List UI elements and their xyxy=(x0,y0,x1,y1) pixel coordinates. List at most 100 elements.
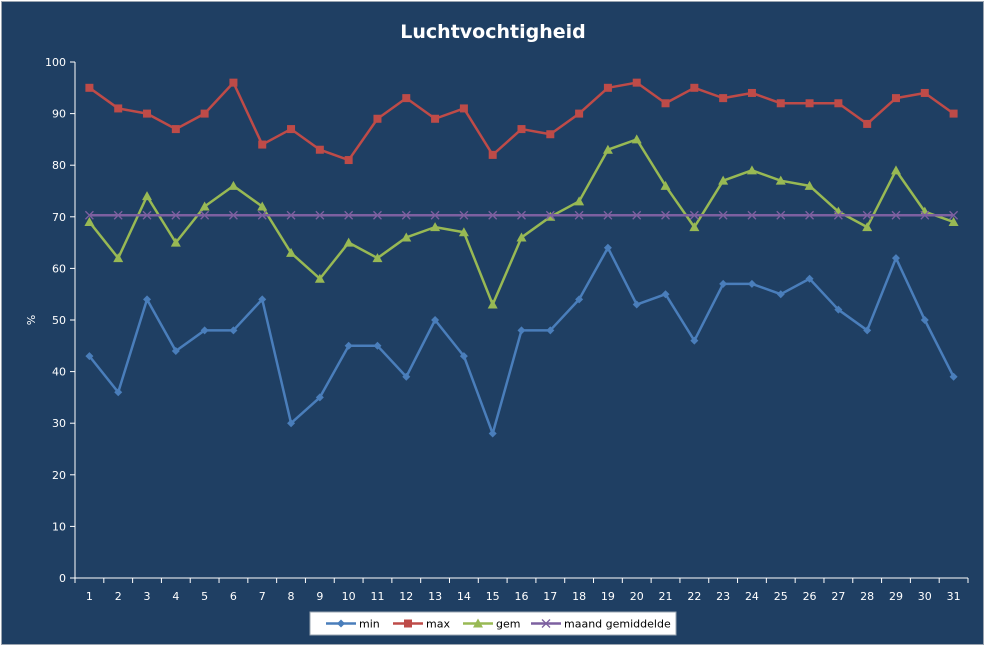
legend-max-point xyxy=(404,619,412,628)
max-point xyxy=(863,119,872,128)
legend-item-max: max xyxy=(393,618,450,631)
maand-gemiddelde-point xyxy=(574,210,584,220)
max-point xyxy=(287,125,296,134)
series-max xyxy=(85,78,958,165)
max-point xyxy=(719,94,728,103)
x-tick-label: 11 xyxy=(370,590,384,603)
y-tick-label: 60 xyxy=(52,262,66,275)
max-point xyxy=(431,114,440,123)
max-point xyxy=(373,114,382,123)
x-tick-label: 4 xyxy=(172,590,179,603)
gem-point xyxy=(257,201,268,211)
legend-label: max xyxy=(426,618,450,631)
maand-gemiddelde-point xyxy=(689,210,699,220)
legend-item-gem: gem xyxy=(463,618,520,631)
max-point xyxy=(690,83,699,92)
gem-point xyxy=(689,222,700,232)
gem-point xyxy=(804,180,815,190)
max-point xyxy=(834,99,843,108)
series-min xyxy=(85,243,958,438)
gem-point xyxy=(84,216,95,226)
min-point xyxy=(373,341,382,350)
gem-point xyxy=(775,175,786,185)
maand-gemiddelde-point xyxy=(488,210,498,220)
series-maand-gemiddelde xyxy=(84,210,959,220)
maand-gemiddelde-point xyxy=(776,210,786,220)
min-point xyxy=(834,305,843,314)
gem-point xyxy=(199,201,210,211)
x-tick-label: 7 xyxy=(259,590,266,603)
gem-point xyxy=(170,237,181,247)
legend-label: min xyxy=(359,618,380,631)
x-tick-label: 26 xyxy=(803,590,817,603)
gem-point xyxy=(516,232,527,242)
x-tick-label: 25 xyxy=(774,590,788,603)
min-point xyxy=(603,243,612,252)
maand-gemiddelde-point xyxy=(401,210,411,220)
min-point xyxy=(229,326,238,335)
max-point xyxy=(747,88,756,97)
gem-point xyxy=(343,237,354,247)
min-point xyxy=(200,326,209,335)
max-point xyxy=(805,99,814,108)
gem-point xyxy=(948,216,959,226)
gem-point xyxy=(660,180,671,190)
maand-gemiddelde-point xyxy=(603,210,613,220)
maand-gemiddelde-point xyxy=(315,210,325,220)
x-tick-label: 16 xyxy=(515,590,529,603)
min-point xyxy=(891,254,900,263)
gem-point xyxy=(890,165,901,175)
x-tick-label: 17 xyxy=(543,590,557,603)
maand-gemiddelde-point xyxy=(200,210,210,220)
maand-gemiddelde-point xyxy=(949,210,959,220)
min-point xyxy=(632,300,641,309)
x-tick-label: 24 xyxy=(745,590,759,603)
y-tick-label: 50 xyxy=(52,314,66,327)
max-point xyxy=(603,83,612,92)
maand-gemiddelde-point xyxy=(228,210,238,220)
min-point xyxy=(690,336,699,345)
max-point xyxy=(315,145,324,154)
maand-gemiddelde-point xyxy=(661,210,670,220)
max-point xyxy=(344,156,353,165)
max-point xyxy=(85,83,94,92)
legend: min max gem maand gemiddelde xyxy=(309,611,677,636)
y-tick-label: 10 xyxy=(52,520,66,533)
legend-min-point xyxy=(337,619,345,628)
y-tick-label: 40 xyxy=(52,366,66,379)
x-tick-label: 5 xyxy=(201,590,208,603)
min-point xyxy=(488,429,497,438)
min-point xyxy=(920,316,929,324)
series-line-min xyxy=(88,246,955,435)
y-axis-label: % xyxy=(25,315,38,325)
min-point xyxy=(776,290,785,299)
gem-point xyxy=(631,134,642,144)
min-point xyxy=(863,326,872,335)
min-point xyxy=(114,388,123,397)
legend-gem-point xyxy=(473,618,483,628)
maand-gemiddelde-point xyxy=(286,210,296,220)
x-tick-label: 19 xyxy=(601,590,615,603)
max-point xyxy=(632,78,641,87)
maand-gemiddelde-point xyxy=(805,210,815,220)
max-point xyxy=(143,109,152,118)
gem-point xyxy=(746,165,757,175)
maand-gemiddelde-point xyxy=(862,210,872,220)
gem-point xyxy=(602,144,613,154)
min-point xyxy=(719,279,728,288)
min-point xyxy=(287,419,296,428)
legend-label: gem xyxy=(496,618,520,631)
y-tick-label: 20 xyxy=(52,469,66,482)
max-point xyxy=(575,109,584,118)
x-tick-label: 1 xyxy=(86,590,93,603)
legend-label: maand gemiddelde xyxy=(564,618,671,631)
x-tick-label: 15 xyxy=(486,590,500,603)
maand-gemiddelde-point xyxy=(747,210,757,220)
maand-gemiddelde-point xyxy=(833,210,843,220)
gem-point xyxy=(286,247,297,257)
min-point xyxy=(459,352,468,361)
min-point xyxy=(431,316,440,324)
min-point xyxy=(949,372,958,381)
